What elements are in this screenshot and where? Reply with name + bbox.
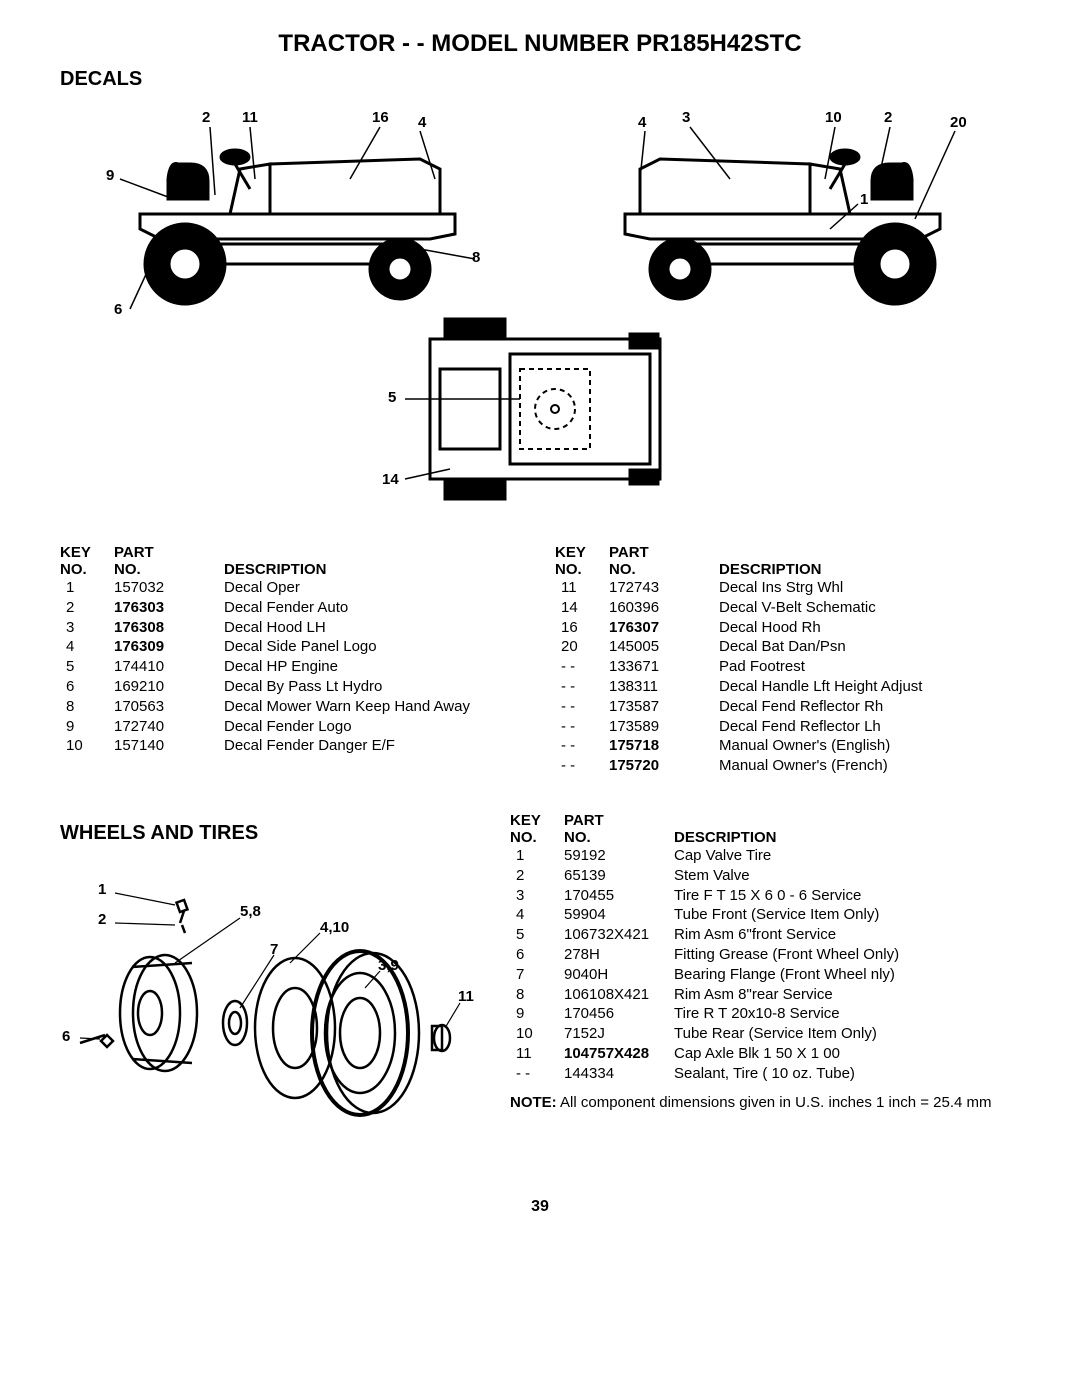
- table-row: 265139Stem Valve: [510, 866, 1020, 886]
- callout-w7: 7: [270, 941, 278, 958]
- callout-r3: 3: [682, 109, 690, 126]
- th-no: NO.: [60, 561, 87, 578]
- tractor-top-diagram: 5 14: [350, 309, 730, 514]
- table-row: 20145005Decal Bat Dan/Psn: [555, 637, 1020, 657]
- th-no2: NO.: [114, 561, 141, 578]
- callout-r4: 4: [638, 114, 646, 131]
- table-row: 3170455Tire F T 15 X 6 0 - 6 Service: [510, 886, 1020, 906]
- table-row: 4176309Decal Side Panel Logo: [60, 637, 525, 657]
- table-row: 5174410Decal HP Engine: [60, 657, 525, 677]
- tractor-left-svg: [100, 109, 480, 319]
- table-row: - -138311Decal Handle Lft Height Adjust: [555, 677, 1020, 697]
- callout-t5: 5: [388, 389, 396, 406]
- table-row: 6169210Decal By Pass Lt Hydro: [60, 677, 525, 697]
- th-no: NO.: [555, 561, 582, 578]
- table-row: 10157140Decal Fender Danger E/F: [60, 736, 525, 756]
- callout-w410: 4,10: [320, 919, 349, 936]
- note-label: NOTE:: [510, 1094, 557, 1111]
- note-text: All component dimensions given in U.S. i…: [560, 1094, 991, 1111]
- page-number: 39: [60, 1198, 1020, 1216]
- decals-diagrams: 2 11 16 4 9 6 8: [60, 109, 1020, 299]
- th-part: PART: [564, 812, 604, 829]
- table-row: - -173589Decal Fend Reflector Lh: [555, 717, 1020, 737]
- table-row: - -175718Manual Owner's (English): [555, 736, 1020, 756]
- callout-r10: 10: [825, 109, 842, 126]
- table-row: 159192Cap Valve Tire: [510, 846, 1020, 866]
- th-key: KEY: [510, 812, 541, 829]
- section-wheels-title: WHEELS AND TIRES: [60, 822, 480, 845]
- table-row: 3176308Decal Hood LH: [60, 618, 525, 638]
- th-part: PART: [609, 544, 649, 561]
- page-title: TRACTOR - - MODEL NUMBER PR185H42STC: [60, 30, 1020, 58]
- callout-6: 6: [114, 301, 122, 318]
- callout-w58: 5,8: [240, 903, 261, 920]
- th-no2: NO.: [609, 561, 636, 578]
- table-row: 14160396Decal V-Belt Schematic: [555, 598, 1020, 618]
- tractor-right-diagram: 4 3 10 2 20 1: [600, 109, 980, 299]
- wheels-section: WHEELS AND TIRES: [60, 812, 1020, 1128]
- table-row: 8170563Decal Mower Warn Keep Hand Away: [60, 697, 525, 717]
- table-row: 9170456Tire R T 20x10-8 Service: [510, 1004, 1020, 1024]
- table-row: - -173587Decal Fend Reflector Rh: [555, 697, 1020, 717]
- decals-tables-row: KEYNO. PARTNO. DESCRIPTION 1157032Decal …: [60, 544, 1020, 776]
- callout-r1: 1: [860, 191, 868, 208]
- table-header: KEYNO. PARTNO. DESCRIPTION: [510, 812, 1020, 846]
- table-header: KEYNO. PARTNO. DESCRIPTION: [60, 544, 525, 578]
- table-row: 6278HFitting Grease (Front Wheel Only): [510, 945, 1020, 965]
- th-part: PART: [114, 544, 154, 561]
- th-desc: DESCRIPTION: [674, 829, 777, 846]
- table-row: 107152JTube Rear (Service Item Only): [510, 1024, 1020, 1044]
- th-desc: DESCRIPTION: [719, 561, 822, 578]
- table-row: 9172740Decal Fender Logo: [60, 717, 525, 737]
- table-row: 1157032Decal Oper: [60, 578, 525, 598]
- tractor-top-svg: [350, 309, 730, 509]
- callout-2: 2: [202, 109, 210, 126]
- callout-11: 11: [242, 109, 258, 126]
- callout-4: 4: [418, 114, 426, 131]
- table-row: - -175720Manual Owner's (French): [555, 756, 1020, 776]
- wheels-svg: [60, 863, 480, 1123]
- callout-16: 16: [372, 109, 389, 126]
- callout-r2: 2: [884, 109, 892, 126]
- table-row: 11104757X428Cap Axle Blk 1 50 X 1 00: [510, 1044, 1020, 1064]
- callout-9: 9: [106, 167, 114, 184]
- decals-table-left: KEYNO. PARTNO. DESCRIPTION 1157032Decal …: [60, 544, 525, 776]
- decals-table-right: KEYNO. PARTNO. DESCRIPTION 11172743Decal…: [555, 544, 1020, 776]
- table-row: 8106108X421Rim Asm 8"rear Service: [510, 985, 1020, 1005]
- note-block: NOTE: All component dimensions given in …: [510, 1094, 1020, 1111]
- wheels-table: KEYNO. PARTNO. DESCRIPTION 159192Cap Val…: [510, 812, 1020, 1128]
- callout-w2: 2: [98, 911, 106, 928]
- callout-8: 8: [472, 249, 480, 266]
- table-header: KEYNO. PARTNO. DESCRIPTION: [555, 544, 1020, 578]
- callout-r20: 20: [950, 114, 967, 131]
- th-no: NO.: [510, 829, 537, 846]
- tractor-right-svg: [600, 109, 980, 319]
- th-desc: DESCRIPTION: [224, 561, 327, 578]
- tractor-left-diagram: 2 11 16 4 9 6 8: [100, 109, 480, 299]
- callout-w11: 11: [458, 988, 474, 1005]
- callout-w6: 6: [62, 1028, 70, 1045]
- table-row: 5106732X421Rim Asm 6"front Service: [510, 925, 1020, 945]
- section-decals-title: DECALS: [60, 68, 1020, 91]
- th-key: KEY: [60, 544, 91, 561]
- table-row: 11172743Decal Ins Strg Whl: [555, 578, 1020, 598]
- callout-w1: 1: [98, 881, 106, 898]
- th-key: KEY: [555, 544, 586, 561]
- table-row: 459904Tube Front (Service Item Only): [510, 905, 1020, 925]
- table-row: - -144334Sealant, Tire ( 10 oz. Tube): [510, 1064, 1020, 1084]
- callout-t14: 14: [382, 471, 399, 488]
- table-row: 2176303Decal Fender Auto: [60, 598, 525, 618]
- th-no2: NO.: [564, 829, 591, 846]
- table-row: 79040HBearing Flange (Front Wheel nly): [510, 965, 1020, 985]
- wheels-diagram: 1 2 5,8 4,10 7 3,9 6 11: [60, 863, 480, 1128]
- table-row: 16176307Decal Hood Rh: [555, 618, 1020, 638]
- table-row: - -133671Pad Footrest: [555, 657, 1020, 677]
- callout-w39: 3,9: [378, 957, 399, 974]
